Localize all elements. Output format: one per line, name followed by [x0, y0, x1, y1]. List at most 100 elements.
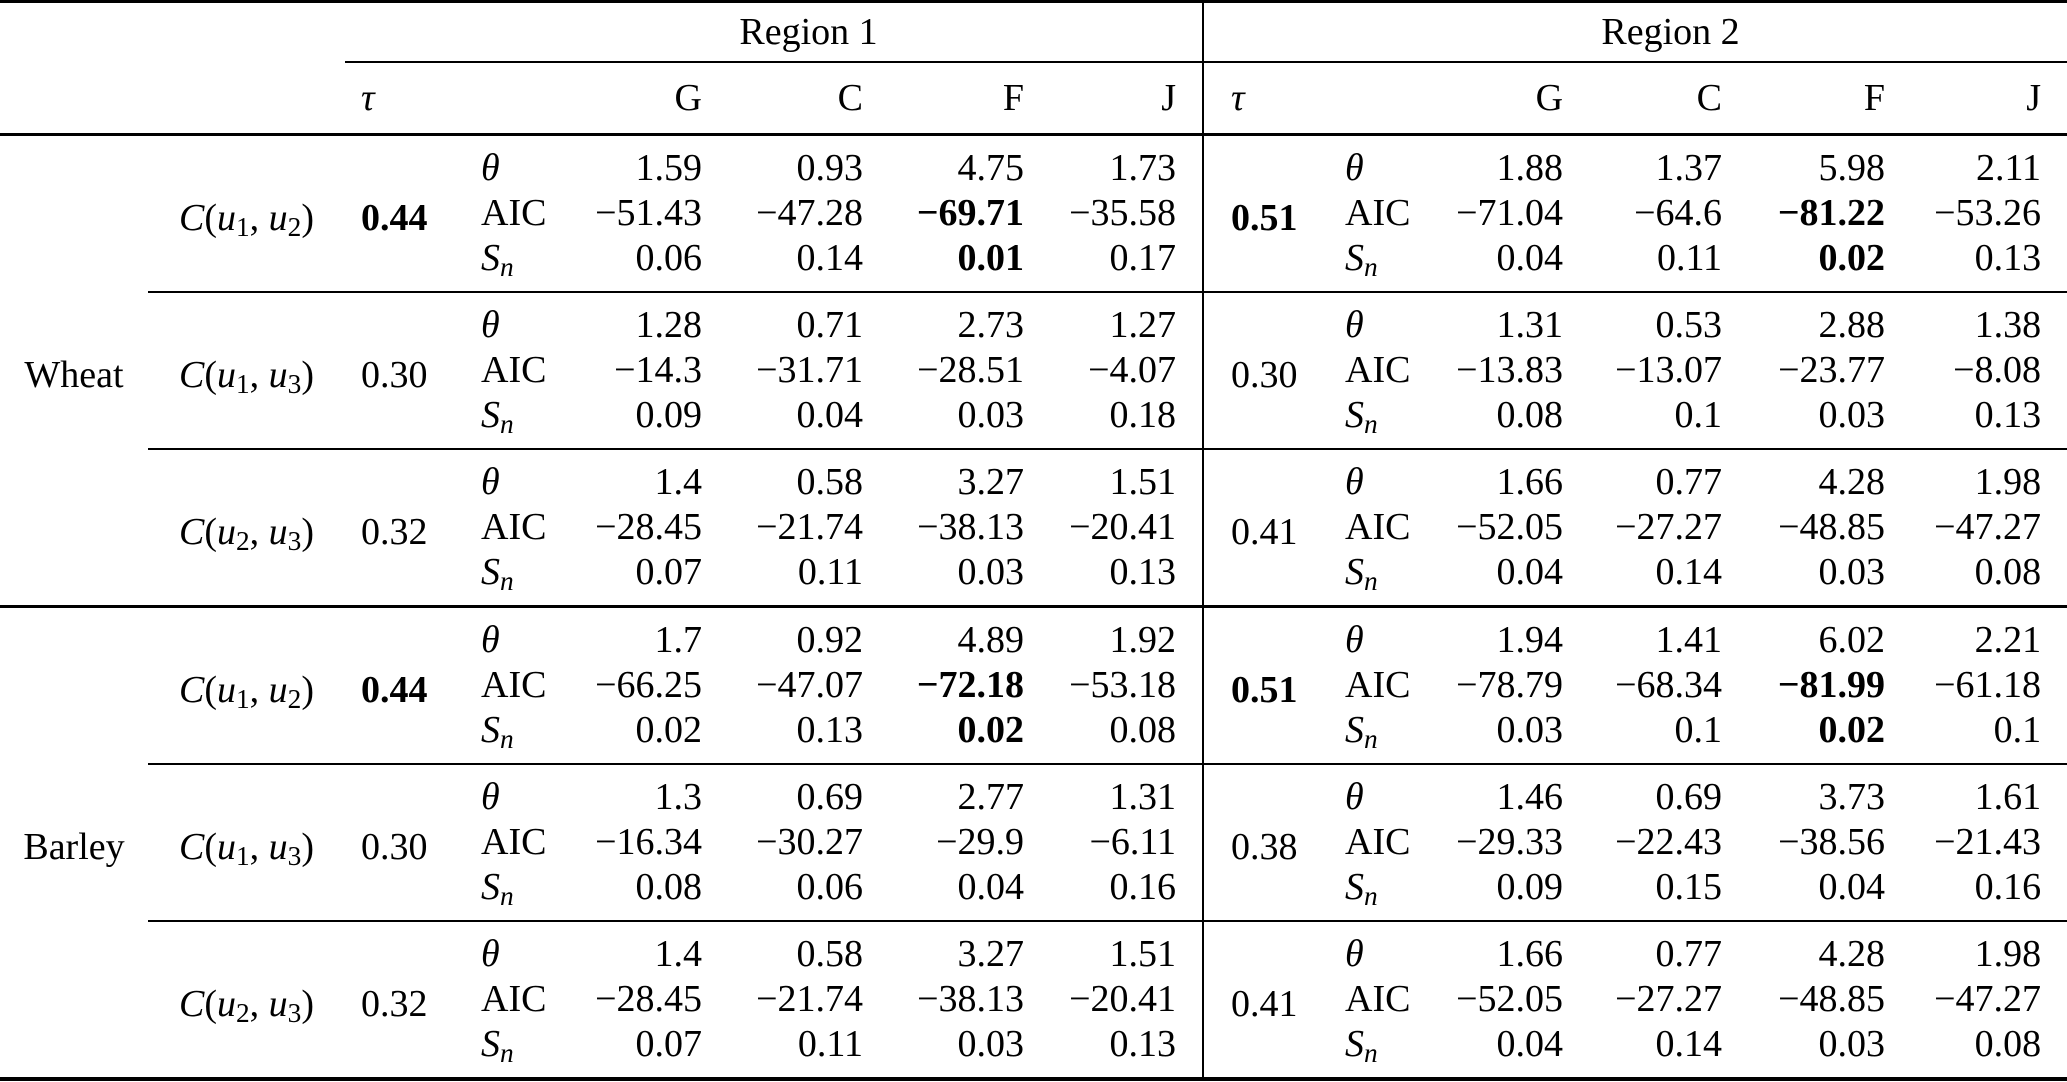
stat-label-theta: θ — [1333, 291, 1436, 348]
value-cell: −21.74 — [756, 506, 863, 548]
stat-label-sn: Sn — [1345, 237, 1378, 283]
stat-label-sn: Sn — [1345, 866, 1378, 912]
stat-label-aic: AIC — [481, 506, 547, 548]
table-header: Region 1 Region 2 τ G C F J τ G C F J — [0, 0, 2067, 136]
value-cell: 2.73 — [863, 291, 1024, 348]
tau-header-r2: τ — [1202, 62, 1334, 136]
tau-value: 0.30 — [345, 291, 475, 449]
value-cell: 0.04 — [796, 394, 864, 436]
value-cell: 5.98 — [1818, 147, 1886, 189]
value-cell: −20.41 — [1069, 506, 1177, 548]
stat-label-theta: θ — [1333, 448, 1436, 505]
table-row: AIC −16.34 −30.27 −29.9 −6.11 AIC −29.33… — [0, 820, 2067, 865]
table-row: AIC −66.25 −47.07 −72.18 −53.18 AIC −78.… — [0, 663, 2067, 708]
value-cell: −13.07 — [1615, 349, 1723, 391]
value-cell: 3.27 — [863, 920, 1024, 977]
col-header-G-r1: G — [572, 62, 702, 136]
value-cell: 1.51 — [1024, 920, 1204, 977]
stat-label-theta: θ — [481, 147, 500, 189]
value-cell: 0.07 — [635, 551, 703, 593]
stat-label-aic: AIC — [1345, 506, 1411, 548]
value-cell: 0.01 — [957, 237, 1025, 279]
stat-label-sn: Sn — [481, 237, 514, 283]
value-cell: 0.11 — [1656, 237, 1723, 279]
value-cell: 0.11 — [797, 551, 863, 593]
stat-label-sn: Sn — [1345, 1023, 1378, 1069]
region-header-row: Region 1 Region 2 — [0, 0, 2067, 63]
col-header-F-r2: F — [1722, 62, 1886, 136]
value-cell: 0.03 — [1818, 551, 1886, 593]
value-cell: 0.1 — [1993, 709, 2042, 751]
stat-label-aic: AIC — [1345, 978, 1411, 1020]
value-cell: −27.27 — [1615, 978, 1723, 1020]
value-cell: 2.77 — [863, 763, 1024, 820]
tau-value: 0.30 — [345, 763, 475, 921]
value-cell: 0.18 — [1109, 394, 1177, 436]
value-cell: 0.04 — [1818, 866, 1886, 908]
table-row: Barley C(u1, u2) 0.44 θ 1.7 0.92 4.89 1.… — [0, 605, 2067, 1079]
value-cell: −29.9 — [936, 821, 1024, 863]
value-cell: −53.26 — [1934, 192, 2042, 234]
value-cell: 0.04 — [957, 866, 1025, 908]
stat-label-sn: Sn — [1345, 394, 1378, 440]
value-cell: 1.31 — [1435, 291, 1564, 348]
value-cell: −66.25 — [595, 664, 702, 706]
value-cell: 0.15 — [1655, 866, 1723, 908]
value-cell: 1.66 — [1435, 920, 1564, 977]
value-cell: −13.83 — [1456, 349, 1564, 391]
value-cell: 1.51 — [1024, 448, 1204, 505]
stat-label-sn: Sn — [481, 394, 514, 440]
value-cell: 6.02 — [1722, 605, 1886, 663]
region2-header: Region 2 — [1202, 0, 2067, 63]
value-cell: −52.05 — [1456, 506, 1564, 548]
stat-header-blank-r1 — [475, 62, 572, 136]
value-cell: −52.05 — [1456, 978, 1564, 1020]
table-row: AIC −14.3 −31.71 −28.51 −4.07 AIC −13.83… — [0, 348, 2067, 393]
stat-label-aic: AIC — [1345, 664, 1411, 706]
value-cell: −14.3 — [614, 349, 702, 391]
table-row: C(u1, u3) 0.30 θ 1.3 0.69 2.77 1.31 0.38… — [0, 763, 2067, 921]
stat-label-sn: Sn — [1345, 709, 1378, 755]
value-cell: −28.45 — [595, 506, 702, 548]
stat-label-aic: AIC — [481, 821, 547, 863]
value-cell: −78.79 — [1456, 664, 1564, 706]
stat-label-aic: AIC — [481, 192, 547, 234]
blank-header — [0, 62, 345, 136]
value-cell: 1.92 — [1024, 605, 1204, 663]
copula-label: C(u1, u2) — [178, 197, 315, 243]
value-cell: 0.69 — [702, 763, 863, 820]
table-row: AIC −51.43 −47.28 −69.71 −35.58 AIC −71.… — [0, 191, 2067, 236]
copula-label: C(u1, u3) — [148, 763, 345, 921]
tau-header-r1: τ — [345, 62, 475, 136]
value-cell: 0.03 — [1818, 1023, 1886, 1065]
value-cell: 0.53 — [1563, 291, 1723, 348]
copula-label: C(u1, u3) — [148, 291, 345, 449]
value-cell: 3.73 — [1722, 763, 1886, 820]
value-cell: −22.43 — [1615, 821, 1723, 863]
value-cell: 1.41 — [1563, 605, 1723, 663]
value-cell: 0.1 — [1674, 709, 1723, 751]
value-cell: 4.75 — [957, 147, 1025, 189]
value-cell: 4.89 — [863, 605, 1024, 663]
value-cell: 0.06 — [635, 237, 703, 279]
value-cell: 0.03 — [1496, 709, 1564, 751]
copula-label: C(u1, u2) — [148, 605, 345, 764]
value-cell: 0.06 — [796, 866, 864, 908]
value-cell: 2.11 — [1975, 147, 2042, 189]
table-row: C(u1, u3) 0.30 θ 1.28 0.71 2.73 1.27 0.3… — [0, 291, 2067, 449]
value-cell: 0.71 — [702, 291, 863, 348]
table-row: Sn 0.07 0.11 0.03 0.13 Sn 0.04 0.14 0.03… — [0, 1022, 2067, 1079]
value-cell: 0.08 — [1974, 551, 2042, 593]
value-cell: 1.4 — [572, 448, 702, 505]
value-cell: −68.34 — [1615, 664, 1723, 706]
value-cell: 0.04 — [1496, 1023, 1564, 1065]
stat-label-aic: AIC — [481, 978, 547, 1020]
value-cell: 0.13 — [1109, 551, 1177, 593]
region1-header: Region 1 — [345, 0, 1204, 63]
value-cell: 0.07 — [635, 1023, 703, 1065]
value-cell: 1.4 — [572, 920, 702, 977]
stat-label-aic: AIC — [481, 664, 547, 706]
value-cell: 0.08 — [1109, 709, 1177, 751]
stat-label-sn: Sn — [481, 866, 514, 912]
commodity-label-wheat: Wheat — [24, 354, 124, 396]
